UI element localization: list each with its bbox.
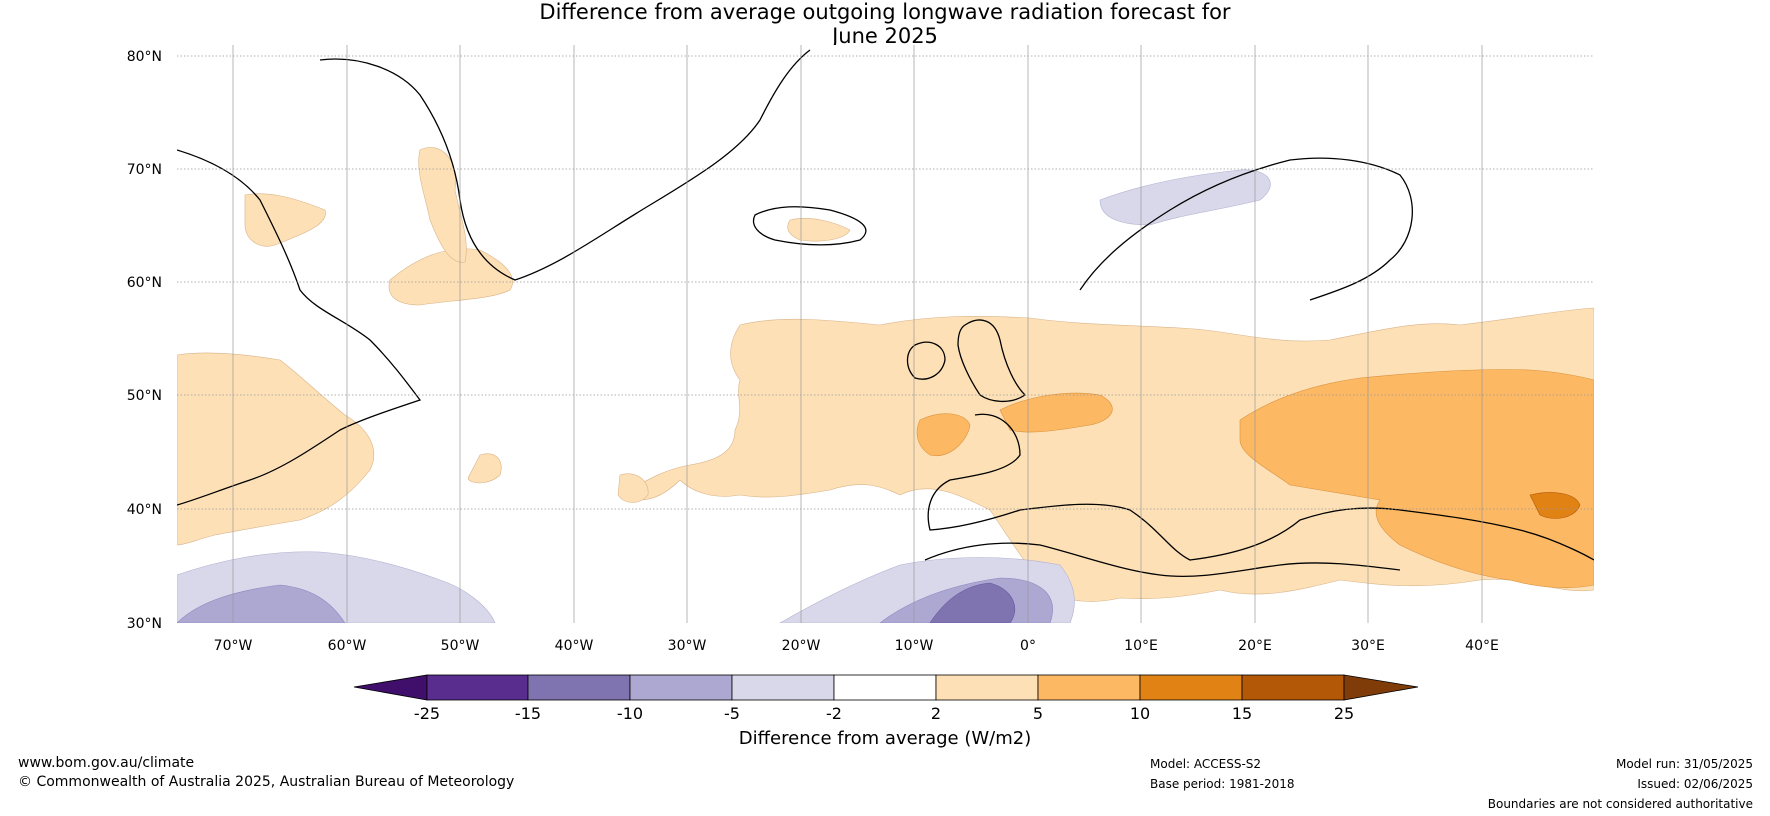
lat-label: 80°N	[127, 49, 162, 65]
colorbar-tick-label: 15	[1231, 704, 1253, 723]
colorbar-bin	[426, 674, 529, 701]
lat-label: 30°N	[127, 616, 162, 632]
gridlines	[177, 45, 1594, 623]
lon-label: 50°W	[441, 638, 480, 654]
title-line-1: Difference from average outgoing longwav…	[539, 0, 1231, 24]
lon-label: 30°E	[1351, 638, 1385, 654]
coastline-north-africa	[924, 542, 1401, 577]
anomaly-region-norway-light-purple	[1099, 169, 1271, 226]
colorbar-bin	[1241, 674, 1345, 701]
anomaly-patch-iceland	[787, 218, 851, 242]
colorbar-title: Difference from average (W/m2)	[738, 728, 1032, 749]
longitude-labels: 70°W 60°W 50°W 40°W 30°W 20°W 10°W 0° 10…	[214, 638, 1499, 654]
lon-label: 20°E	[1238, 638, 1272, 654]
colorbar-bin	[1139, 674, 1243, 701]
anomaly-region-canada-light	[177, 352, 375, 546]
coastline-british-isles	[957, 319, 1027, 403]
anomaly-region-subtropics-mid-purple	[177, 584, 346, 623]
lon-label: 40°E	[1465, 638, 1499, 654]
anomaly-patch-atlantic-2	[467, 453, 502, 484]
coastline-iceland	[752, 206, 867, 246]
colorbar-tick-label: -2	[826, 704, 842, 723]
title-line-2: June 2025	[832, 24, 938, 48]
base-period-text: Base period: 1981-2018	[1150, 777, 1295, 791]
colorbar-low-extension	[353, 674, 428, 701]
anomaly-region-eastern-europe-mid	[1239, 369, 1594, 589]
chart-title: Difference from average outgoing longwav…	[0, 0, 1770, 48]
colorbar-bin	[935, 674, 1039, 701]
colorbar-tick-label: 2	[930, 704, 942, 723]
lat-label: 40°N	[127, 502, 162, 518]
colorbar-tick-label: -25	[413, 704, 441, 723]
model-run-text: Model run: 31/05/2025	[1615, 757, 1753, 771]
colorbar-bin	[1037, 674, 1141, 701]
issued-text: Issued: 02/06/2025	[1637, 777, 1753, 791]
colorbar-bin	[629, 674, 733, 701]
copyright-text: © Commonwealth of Australia 2025, Austra…	[18, 774, 515, 790]
colorbar-bin	[833, 674, 937, 701]
anomaly-patch-baffin	[244, 193, 326, 247]
coastline-western-europe	[927, 413, 1594, 561]
model-text: Model: ACCESS-S2	[1150, 757, 1262, 771]
colorbar	[353, 674, 1419, 701]
anomaly-patch-atlantic	[617, 473, 649, 503]
lat-label: 60°N	[127, 275, 162, 291]
lon-label: 10°W	[895, 638, 934, 654]
coastlines	[177, 49, 1594, 577]
disclaimer-text: Boundaries are not considered authoritat…	[1487, 797, 1753, 811]
lon-label: 0°	[1020, 638, 1036, 654]
coastline-greenland	[319, 49, 811, 281]
latitude-labels: 80°N 70°N 60°N 50°N 40°N 30°N	[127, 49, 162, 632]
website-link[interactable]: www.bom.gov.au/climate	[18, 755, 195, 771]
lon-label: 20°W	[782, 638, 821, 654]
anomaly-fields	[177, 49, 1594, 623]
lat-label: 50°N	[127, 388, 162, 404]
lon-label: 10°E	[1124, 638, 1158, 654]
lon-label: 70°W	[214, 638, 253, 654]
colorbar-tick-label: 25	[1333, 704, 1355, 723]
colorbar-tick-label: 10	[1129, 704, 1151, 723]
lon-label: 30°W	[668, 638, 707, 654]
colorbar-bin	[527, 674, 631, 701]
colorbar-tick-label: -15	[514, 704, 542, 723]
coastline-scandinavia	[1079, 157, 1413, 301]
anomaly-patch-biscay-mid	[916, 413, 971, 457]
colorbar-high-extension	[1343, 674, 1419, 701]
lon-label: 60°W	[328, 638, 367, 654]
coastline-canada	[177, 149, 422, 506]
lat-label: 70°N	[127, 162, 162, 178]
coastline-ireland	[906, 341, 946, 380]
lon-label: 40°W	[555, 638, 594, 654]
anomaly-region-morocco-dark-purple	[929, 582, 1015, 623]
colorbar-tick-label: 5	[1032, 704, 1044, 723]
colorbar-tick-label: -10	[616, 704, 644, 723]
anomaly-patch-caucasus-dark	[1529, 492, 1581, 519]
colorbar-tick-label: -5	[724, 704, 740, 723]
colorbar-bin	[731, 674, 835, 701]
anomaly-patch-labrador	[388, 248, 513, 306]
